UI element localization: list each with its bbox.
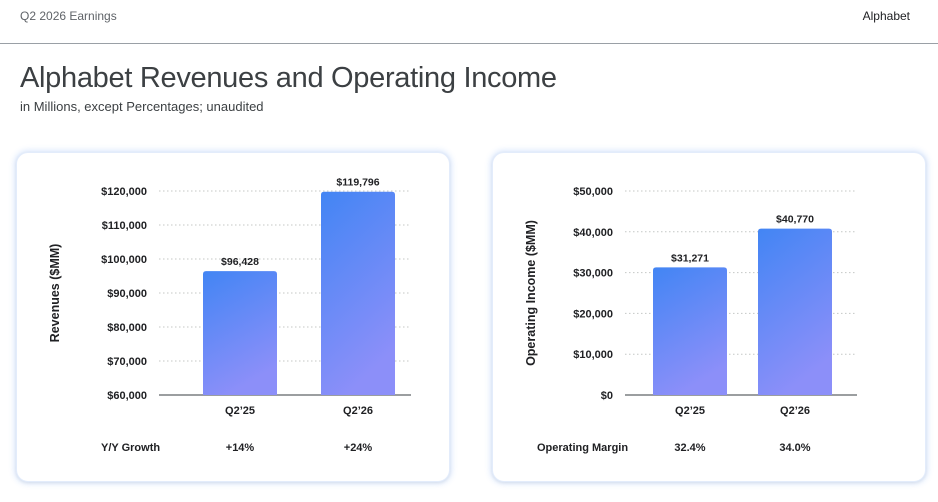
x-category-label: Q2’25: [675, 405, 705, 417]
y-tick-label: $50,000: [573, 186, 613, 198]
bar-data-label: $40,770: [776, 214, 814, 226]
revenue-chart: $60,000 $70,000 $80,000 $90,000 $100,000 $110…: [48, 177, 411, 454]
y-axis-label: Revenues ($MM): [48, 244, 62, 343]
x-category-label: Q2’26: [780, 405, 810, 417]
y-tick-label: $110,000: [102, 220, 147, 232]
page-subtitle: in Millions, except Percentages; unaudit…: [20, 99, 264, 114]
y-tick-label: $100,000: [101, 254, 147, 266]
y-tick-label: $20,000: [573, 308, 613, 320]
y-tick-label: $40,000: [573, 227, 613, 239]
y-tick-label: $70,000: [107, 356, 147, 368]
y-tick-label: $10,000: [573, 349, 613, 361]
y-tick-label: $120,000: [101, 186, 147, 198]
top-bar: Q2 2026 Earnings Alphabet: [0, 0, 938, 44]
bar: [653, 267, 727, 395]
y-tick-label: $80,000: [107, 322, 147, 334]
bar: [758, 228, 832, 395]
operating-income-chart-card: $0 $10,000 $20,000 $30,000 $40,000 $50,000 $31…: [492, 152, 926, 482]
bar-data-label: $31,271: [671, 252, 709, 264]
footer-value: 34.0%: [779, 442, 810, 454]
revenue-chart-card: $60,000 $70,000 $80,000 $90,000 $100,000 $110…: [16, 152, 450, 482]
footer-label: Y/Y Growth: [101, 442, 160, 454]
page-title: Alphabet Revenues and Operating Income: [20, 62, 557, 94]
y-tick-label: $30,000: [573, 268, 613, 280]
footer-value: +14%: [226, 442, 255, 454]
footer-value: 32.4%: [674, 442, 705, 454]
bar-data-label: $119,796: [336, 177, 379, 189]
y-tick-label: $60,000: [107, 390, 147, 402]
footer-value: +24%: [344, 442, 373, 454]
y-tick-label: $90,000: [107, 288, 147, 300]
bar: [203, 271, 277, 395]
x-category-label: Q2’25: [225, 405, 255, 417]
y-tick-label: $0: [601, 390, 613, 402]
report-label: Q2 2026 Earnings: [20, 9, 117, 23]
y-axis-label: Operating Income ($MM): [524, 220, 538, 366]
bar: [321, 191, 395, 395]
company-label: Alphabet: [862, 9, 910, 23]
operating-income-chart: $0 $10,000 $20,000 $30,000 $40,000 $50,000 $31…: [524, 186, 857, 454]
footer-label: Operating Margin: [537, 442, 628, 454]
bar-data-label: $96,428: [221, 256, 259, 268]
x-category-label: Q2’26: [343, 405, 373, 417]
